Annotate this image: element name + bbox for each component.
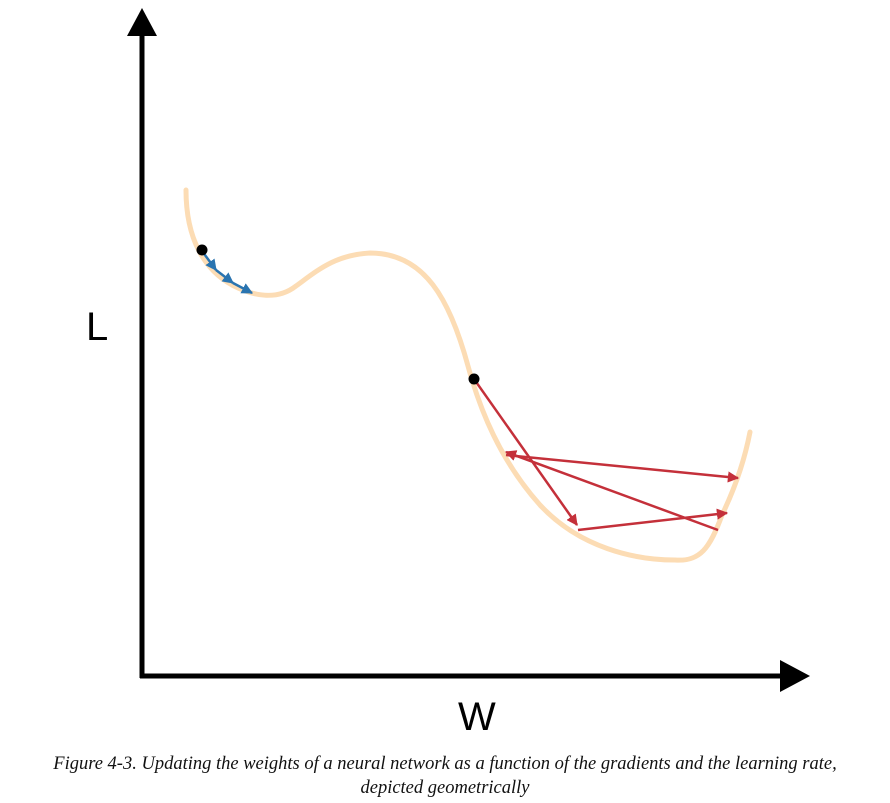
large-step-arrows [472,378,740,532]
large-step-arrow-2 [577,508,729,532]
small-step-arrow-3 [232,281,253,295]
caption-line-1: Figure 4-3. Updating the weights of a ne… [53,754,837,774]
small-step-arrow-2 [215,269,234,284]
figure-caption: Figure 4-3. Updating the weights of a ne… [0,752,890,800]
x-axis-label: W [458,695,496,739]
y-axis-label: L [86,305,108,349]
gradient-descent-diagram: L W [86,8,810,739]
large-step-arrow-4 [505,453,740,483]
large-step-arrow-1 [472,378,579,526]
y-axis-arrowhead [127,8,157,36]
small-step-arrows [200,250,253,295]
large-step-start-point [468,373,480,385]
loss-curve [183,187,753,563]
small-step-start-point [196,244,208,256]
caption-line-2: depicted geometrically [360,778,530,798]
large-step-arrow-3 [504,450,719,532]
x-axis-arrowhead [780,660,810,692]
